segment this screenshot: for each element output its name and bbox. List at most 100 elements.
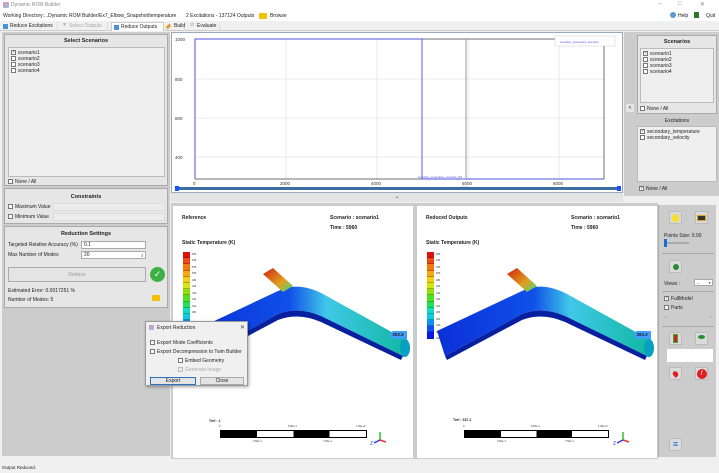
scale-bar (464, 430, 609, 438)
fullmodel-checkbox[interactable]: FullModel (664, 295, 693, 302)
excitation-chart[interactable]: 1000 800 600 400 0 2000 4000 6000 8000 5… (171, 32, 623, 193)
close-button[interactable]: ✕ (700, 2, 706, 8)
reduction-settings-title: Reduction Settings (60, 231, 112, 237)
open-folder-icon[interactable] (152, 295, 160, 301)
checkbox[interactable] (639, 185, 644, 191)
tab-evaluate[interactable]: ⚖ Evaluate (188, 22, 220, 31)
probe-button[interactable] (669, 367, 682, 380)
excitation-item[interactable]: secondary_temperature (640, 128, 700, 135)
reduce-button[interactable]: Reduce (8, 267, 146, 282)
scenario-item[interactable]: scenario3 (11, 62, 40, 68)
checkbox[interactable] (643, 50, 648, 56)
checkbox[interactable] (643, 69, 648, 74)
checkbox[interactable] (11, 68, 16, 73)
window-title: Dynamic ROM Builder (11, 2, 61, 8)
minimum-value-input[interactable] (53, 213, 165, 221)
scenario-item[interactable]: scenario2 (11, 56, 40, 62)
checkbox[interactable] (150, 349, 155, 354)
export-decompression-checkbox[interactable]: Export Decompression to Twin Builder (150, 349, 242, 355)
tab-reduce-excitations[interactable]: Reduce Excitations (1, 22, 58, 31)
function-button[interactable]: f (695, 367, 708, 380)
dialog-close-icon[interactable]: ✕ (240, 325, 246, 331)
colorbar (427, 252, 434, 339)
dialog-close-button[interactable]: Close (200, 377, 244, 385)
checkbox[interactable] (8, 179, 13, 184)
maximum-value-checkbox[interactable]: Maximum Value (8, 204, 50, 210)
scenario-item[interactable]: scenario2 (643, 57, 672, 63)
points-size-slider[interactable] (664, 242, 689, 244)
excitation-item[interactable]: secondary_velocity (640, 135, 690, 141)
tab-build[interactable]: Build (165, 22, 185, 31)
checkbox[interactable] (11, 62, 16, 67)
checkbox[interactable] (8, 204, 13, 209)
tab-reduce-outputs[interactable]: Reduce Outputs (111, 22, 164, 31)
quit-button[interactable]: Quit (706, 13, 716, 19)
svg-text:6000: 6000 (462, 181, 473, 186)
tab-select-outputs[interactable]: ▼ Select Outputs (60, 22, 108, 31)
visibility-button[interactable] (695, 332, 708, 345)
time-range-slider[interactable] (175, 187, 621, 190)
maximize-button[interactable]: □ (678, 1, 682, 7)
scenario-item[interactable]: scenario1 (11, 49, 40, 56)
help-icon (670, 12, 676, 18)
range-end-handle[interactable] (617, 186, 621, 191)
slider-handle[interactable] (664, 239, 667, 247)
chevron-down-icon: ▼ (708, 281, 711, 285)
location-pin-icon (671, 370, 680, 378)
reduced-outputs-view[interactable]: Reduced Outputs Scenario : scenario1 Tim… (417, 206, 657, 458)
export-mode-coefficients-checkbox[interactable]: Export Mode Coefficients (150, 340, 213, 346)
scenario-item[interactable]: scenario3 (643, 63, 672, 69)
export-button[interactable]: Export (150, 377, 196, 385)
collapse-chart-button[interactable]: ⌄ (171, 193, 623, 202)
checkbox[interactable] (643, 57, 648, 62)
checkbox[interactable] (664, 305, 669, 310)
help-button[interactable]: Help (678, 13, 689, 19)
reference-title: Reference (182, 215, 207, 221)
reduced-quantity: Static Temperature (K) (426, 240, 480, 246)
scenario-item[interactable]: scenario1 (643, 50, 672, 57)
max-modes-spinbox[interactable]: 20 ⇕ (81, 251, 146, 259)
dialog-title: Export Reduction (157, 325, 196, 331)
checkbox[interactable] (8, 214, 13, 219)
axis-triad-icon: Z (613, 432, 630, 446)
checkbox[interactable] (178, 358, 183, 363)
scenario-item[interactable]: scenario4 (643, 69, 672, 75)
checkbox[interactable] (640, 128, 645, 134)
svg-text:8000: 8000 (553, 181, 564, 186)
screenshot-button[interactable] (695, 211, 708, 224)
views-dropdown[interactable]: -- ▼ (694, 279, 713, 286)
embed-geometry-checkbox[interactable]: Embed Geometry (178, 358, 224, 364)
checkbox[interactable] (178, 367, 183, 372)
constraints-group: Constraints Maximum Value Minimum Value (4, 188, 168, 224)
reference-time: Time : 5960 (330, 225, 358, 231)
checkbox[interactable] (150, 340, 155, 345)
settings-sliders-button[interactable]: ≡ (669, 438, 682, 451)
parts-dropdown[interactable]: all ▼ (664, 315, 712, 319)
checkbox[interactable] (664, 295, 669, 301)
none-all-checkbox[interactable]: None / All (8, 179, 36, 185)
checkbox[interactable] (643, 63, 648, 68)
checkbox[interactable] (640, 135, 645, 140)
scenarios-none-all-checkbox[interactable]: None / All (640, 106, 668, 112)
maximum-value-input[interactable] (53, 203, 165, 211)
accuracy-input[interactable]: 0.1 (81, 241, 146, 249)
minimize-button[interactable]: – (658, 1, 662, 7)
checkbox[interactable] (11, 49, 16, 55)
spin-arrows-icon[interactable]: ⇕ (140, 253, 144, 258)
lighting-button[interactable] (669, 211, 682, 224)
excitations-none-all-checkbox[interactable]: None / All (639, 185, 667, 192)
generate-image-checkbox[interactable]: Generate Image (178, 367, 221, 373)
right-panel: < Scenarios scenario1 scenario2 scenario… (624, 32, 719, 196)
browse-button[interactable]: Browse (270, 13, 287, 19)
parts-checkbox[interactable]: Parts (664, 305, 683, 311)
working-directory-label: Working Directory: (3, 13, 45, 19)
part-icon (673, 334, 678, 343)
collapse-right-panel-button[interactable]: < (626, 104, 634, 112)
range-start-handle[interactable] (175, 186, 179, 191)
checkbox[interactable] (640, 106, 645, 111)
minimum-value-checkbox[interactable]: Minimum Value (8, 214, 49, 220)
show-part-button[interactable] (669, 332, 682, 345)
scenario-item[interactable]: scenario4 (11, 68, 40, 74)
checkbox[interactable] (11, 56, 16, 61)
add-view-button[interactable] (669, 260, 682, 273)
